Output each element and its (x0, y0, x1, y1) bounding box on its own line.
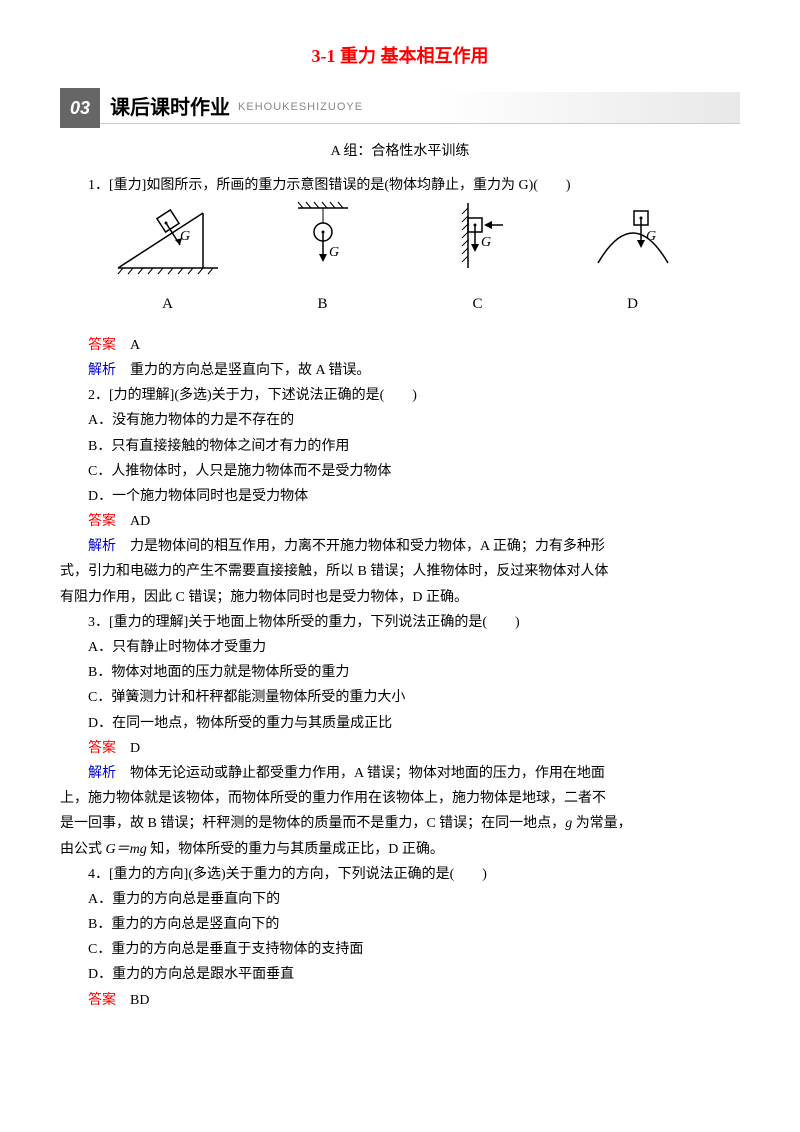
diagram-label-b: B (245, 291, 400, 318)
q3-analysis-l1: 解析 物体无论运动或静止都受重力作用，A 错误；物体对地面的压力，作用在地面 (60, 761, 740, 786)
q3-analysis-l2: 上，施力物体就是该物体，而物体所受的重力作用在该物体上，施力物体是地球，二者不 (60, 786, 740, 811)
question-2-text: 2．[力的理解](多选)关于力，下述说法正确的是( ) (60, 383, 740, 408)
question-1-text: 1．[重力]如图所示，所画的重力示意图错误的是(物体均静止，重力为 G)( ) (60, 173, 740, 198)
section-header: 03 课后课时作业 KEHOUKESHIZUOYE (60, 92, 740, 124)
svg-text:G: G (481, 235, 491, 250)
group-subtitle: A 组：合格性水平训练 (60, 139, 740, 164)
q2-option-d: D．一个施力物体同时也是受力物体 (60, 484, 740, 509)
q2-option-c: C．人推物体时，人只是施力物体而不是受力物体 (60, 459, 740, 484)
q3-option-c: C．弹簧测力计和杆秤都能测量物体所受的重力大小 (60, 685, 740, 710)
svg-text:G: G (646, 229, 656, 244)
diagram-label-d: D (555, 291, 710, 318)
q1-analysis: 解析 重力的方向总是竖直向下，故 A 错误。 (60, 358, 740, 383)
svg-text:G: G (180, 229, 190, 244)
q4-option-d: D．重力的方向总是跟水平面垂直 (60, 962, 740, 987)
chapter-title: 3-1 重力 基本相互作用 (60, 40, 740, 72)
diagram-row: G A G B (90, 208, 710, 318)
header-number: 03 (60, 88, 100, 128)
q4-option-b: B．重力的方向总是竖直向下的 (60, 912, 740, 937)
diagram-d: G D (555, 198, 710, 318)
diagram-c: G C (400, 198, 555, 318)
q3-analysis-l4: 由公式 G＝mg 知，物体所受的重力与其质量成正比，D 正确。 (60, 837, 740, 862)
diagram-a: G A (90, 198, 245, 318)
diagram-label-a: A (90, 291, 245, 318)
q2-analysis-l1: 解析 力是物体间的相互作用，力离不开施力物体和受力物体，A 正确；力有多种形 (60, 534, 740, 559)
q3-option-b: B．物体对地面的压力就是物体所受的重力 (60, 660, 740, 685)
q2-answer: 答案 AD (60, 509, 740, 534)
svg-text:G: G (329, 245, 339, 260)
q1-answer: 答案 A (60, 333, 740, 358)
header-pinyin: KEHOUKESHIZUOYE (238, 98, 363, 118)
q3-option-d: D．在同一地点，物体所受的重力与其质量成正比 (60, 711, 740, 736)
diagram-b: G B (245, 198, 400, 318)
question-4-text: 4．[重力的方向](多选)关于重力的方向，下列说法正确的是( ) (60, 862, 740, 887)
q4-option-c: C．重力的方向总是垂直于支持物体的支持面 (60, 937, 740, 962)
q3-option-a: A．只有静止时物体才受重力 (60, 635, 740, 660)
q2-option-a: A．没有施力物体的力是不存在的 (60, 408, 740, 433)
q2-analysis-l2: 式，引力和电磁力的产生不需要直接接触，所以 B 错误；人推物体时，反过来物体对人… (60, 559, 740, 584)
header-text: 课后课时作业 (110, 90, 230, 126)
diagram-label-c: C (400, 291, 555, 318)
q3-answer: 答案 D (60, 736, 740, 761)
q4-answer: 答案 BD (60, 988, 740, 1013)
q2-analysis-l3: 有阻力作用，因此 C 错误；施力物体同时也是受力物体，D 正确。 (60, 585, 740, 610)
q2-option-b: B．只有直接接触的物体之间才有力的作用 (60, 434, 740, 459)
question-3-text: 3．[重力的理解]关于地面上物体所受的重力，下列说法正确的是( ) (60, 610, 740, 635)
q3-analysis-l3: 是一回事，故 B 错误；杆秤测的是物体的质量而不是重力，C 错误；在同一地点，g… (60, 811, 740, 836)
q4-option-a: A．重力的方向总是垂直向下的 (60, 887, 740, 912)
